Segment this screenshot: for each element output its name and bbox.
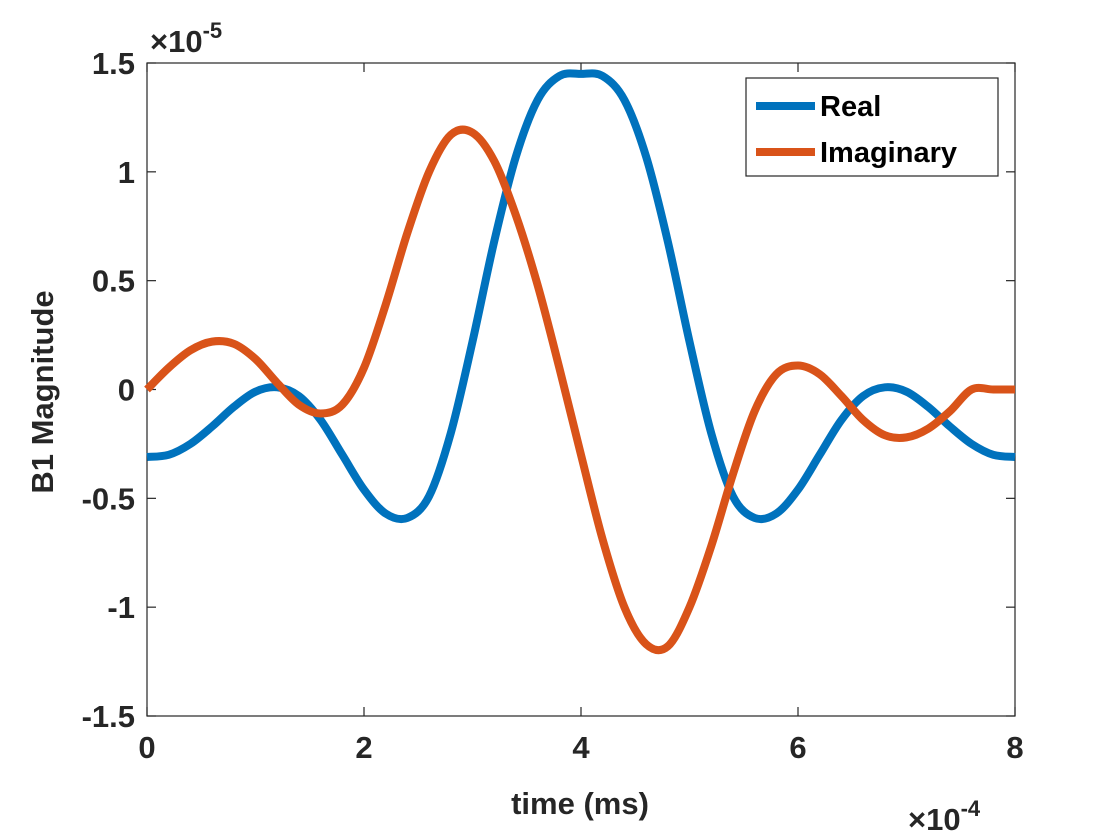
y-axis-multiplier: ×10-5: [150, 18, 222, 59]
y-axis-ticks: -1.5 -1 -0.5 0 0.5 1 1.5: [82, 46, 1015, 734]
x-axis-multiplier: ×10-4: [908, 796, 981, 837]
y-tick-label: -0.5: [82, 481, 135, 516]
y-tick-label: 0: [118, 373, 135, 408]
legend: Real Imaginary: [745, 77, 999, 177]
x-tick-label: 4: [572, 730, 590, 765]
legend-label-real: Real: [820, 91, 881, 123]
x-tick-label: 0: [138, 730, 155, 765]
y-tick-label: -1: [107, 590, 135, 625]
series-line-real: [146, 69, 1016, 524]
y-tick-label: 1.5: [92, 46, 135, 81]
legend-box: [745, 77, 999, 177]
y-axis-label: B1 Magnitude: [25, 290, 60, 493]
x-tick-label: 6: [789, 730, 806, 765]
legend-label-imaginary: Imaginary: [820, 137, 957, 169]
x-tick-label: 8: [1006, 730, 1023, 765]
y-tick-label: -1.5: [82, 699, 135, 734]
x-tick-label: 2: [355, 730, 372, 765]
x-axis-label: time (ms): [511, 786, 649, 821]
series-line-imaginary: [144, 125, 1015, 655]
y-tick-label: 1: [118, 155, 135, 190]
x-axis-ticks: 0 2 4 6 8: [138, 63, 1024, 765]
y-tick-label: 0.5: [92, 264, 135, 299]
series-layer: [144, 69, 1016, 655]
